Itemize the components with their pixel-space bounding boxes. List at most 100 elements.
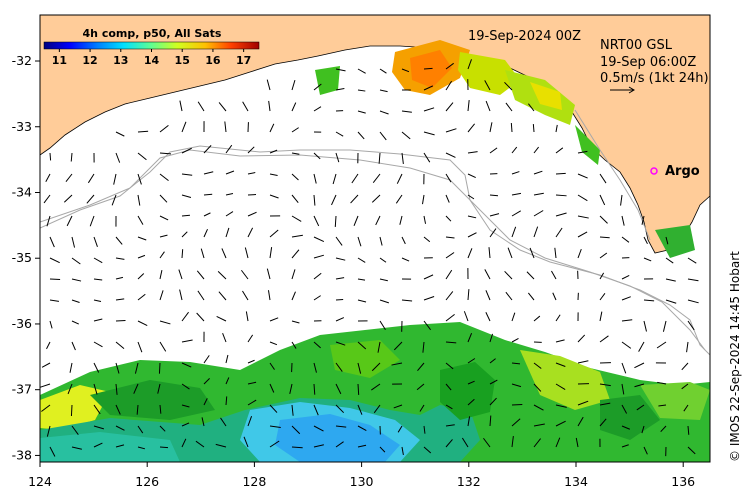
current-vector bbox=[489, 415, 492, 427]
current-vector bbox=[291, 291, 296, 301]
current-vector bbox=[313, 152, 321, 160]
current-vector bbox=[621, 444, 629, 448]
current-vector bbox=[687, 278, 699, 282]
current-vector bbox=[379, 68, 387, 74]
current-vector bbox=[247, 211, 257, 217]
current-vector bbox=[526, 271, 535, 280]
current-vector bbox=[313, 215, 320, 227]
current-vector bbox=[555, 362, 566, 367]
current-vector bbox=[371, 362, 381, 372]
current-vector bbox=[357, 110, 366, 114]
current-vector bbox=[445, 252, 455, 259]
current-vector bbox=[313, 383, 316, 395]
current-vector bbox=[511, 171, 520, 175]
colorbar-tick-label: 15 bbox=[175, 54, 190, 67]
current-vector bbox=[291, 404, 294, 416]
current-vector bbox=[555, 404, 567, 408]
current-vector bbox=[222, 332, 227, 343]
current-vector bbox=[467, 416, 471, 427]
current-vector bbox=[67, 383, 73, 395]
current-vector bbox=[577, 416, 584, 427]
current-vector bbox=[137, 173, 142, 185]
current-vector bbox=[665, 278, 676, 282]
current-vector bbox=[505, 102, 513, 112]
current-vector bbox=[379, 278, 388, 282]
current-vector bbox=[507, 247, 513, 259]
current-vector bbox=[203, 377, 210, 385]
current-vector bbox=[423, 446, 432, 454]
current-vector bbox=[357, 278, 366, 281]
current-vector bbox=[445, 128, 457, 133]
current-vector bbox=[636, 404, 645, 411]
current-vector bbox=[445, 215, 452, 222]
current-vector bbox=[485, 100, 491, 112]
current-vector bbox=[575, 437, 579, 448]
colorbar bbox=[43, 41, 260, 50]
argo-marker bbox=[650, 167, 658, 175]
current-vector bbox=[643, 236, 648, 245]
current-vector bbox=[533, 226, 539, 238]
current-vector bbox=[291, 173, 299, 181]
current-vector bbox=[511, 362, 521, 365]
lat-tick-label: -32 bbox=[12, 53, 32, 68]
current-vector bbox=[555, 314, 561, 322]
current-vector bbox=[291, 127, 299, 133]
current-vector bbox=[291, 425, 301, 435]
current-vector bbox=[357, 383, 360, 395]
current-vector bbox=[93, 383, 98, 395]
current-vector bbox=[643, 257, 652, 262]
current-vector bbox=[269, 383, 275, 393]
current-vector bbox=[529, 247, 535, 259]
current-vector bbox=[181, 311, 189, 322]
current-vector bbox=[357, 299, 367, 303]
current-vector bbox=[599, 215, 608, 224]
current-vector bbox=[71, 446, 82, 450]
current-vector bbox=[93, 318, 103, 322]
current-vector bbox=[423, 296, 435, 301]
current-vector bbox=[181, 383, 190, 390]
current-vector bbox=[86, 194, 95, 204]
current-vector bbox=[552, 292, 557, 301]
current-vector bbox=[71, 299, 80, 303]
current-vector bbox=[577, 215, 589, 219]
current-vector bbox=[203, 355, 210, 364]
current-vector bbox=[269, 149, 278, 154]
current-vector bbox=[395, 194, 403, 204]
current-vector bbox=[687, 299, 699, 304]
current-vector bbox=[511, 226, 517, 238]
current-vector bbox=[247, 172, 256, 175]
current-vector bbox=[159, 446, 169, 449]
current-vector bbox=[63, 194, 73, 203]
current-vector bbox=[489, 358, 496, 364]
current-vector bbox=[203, 193, 213, 196]
current-vector bbox=[225, 144, 233, 154]
current-vector bbox=[335, 298, 344, 301]
current-vector bbox=[489, 147, 498, 154]
current-vector bbox=[335, 341, 346, 346]
current-vector bbox=[181, 404, 190, 408]
current-vector bbox=[577, 173, 588, 179]
current-vector bbox=[269, 362, 275, 370]
colorbar-tick-label: 17 bbox=[236, 54, 251, 67]
current-vector bbox=[379, 89, 388, 93]
current-vector bbox=[49, 257, 60, 264]
current-vector bbox=[159, 173, 169, 182]
current-vector bbox=[181, 147, 192, 154]
current-vector bbox=[445, 102, 454, 112]
current-vector bbox=[335, 236, 343, 246]
current-vector bbox=[159, 320, 171, 325]
current-vector bbox=[489, 333, 494, 343]
current-vector bbox=[445, 194, 450, 203]
current-vector bbox=[335, 362, 343, 372]
argo-label: Argo bbox=[665, 164, 700, 179]
current-vector bbox=[555, 147, 564, 154]
current-vector bbox=[445, 152, 456, 158]
current-vector bbox=[159, 270, 163, 280]
current-vector bbox=[115, 236, 123, 245]
current-vector bbox=[551, 270, 557, 280]
current-vector bbox=[660, 425, 667, 433]
current-vector bbox=[485, 312, 491, 322]
current-vector bbox=[489, 122, 493, 133]
current-vector bbox=[533, 192, 544, 196]
